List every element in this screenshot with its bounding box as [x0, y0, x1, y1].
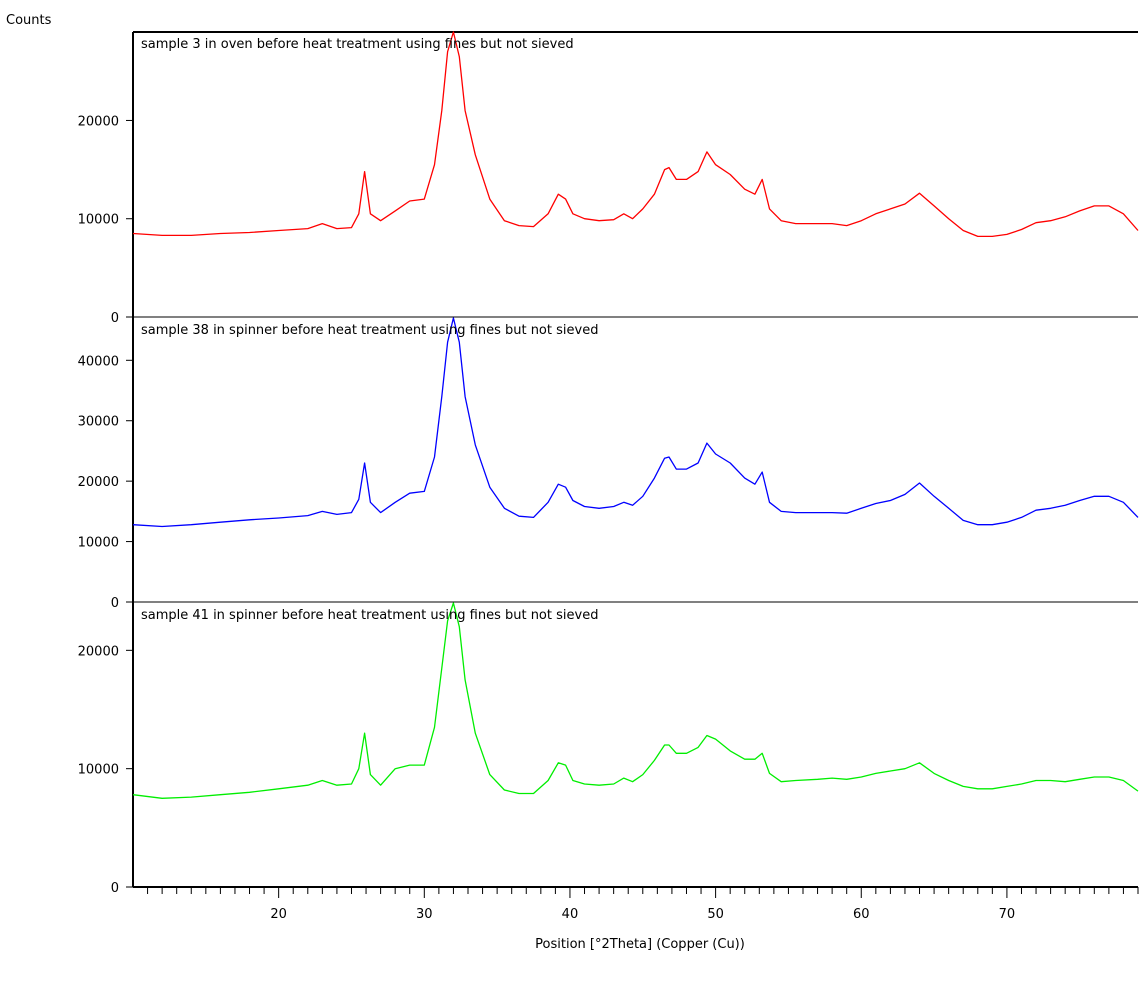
series-line-1 [132, 31, 1139, 238]
chart-axes: 20 30 40 50 60 70 [132, 31, 1139, 922]
y-tick-label: 10000 [78, 213, 119, 228]
panel-label-2: sample 38 in spinner before heat treatme… [141, 323, 598, 338]
panel-1: 0 10000 20000 sample 3 in oven before heat … [78, 31, 1139, 326]
series-line-3 [132, 602, 1139, 799]
panel-label-3: sample 41 in spinner before heat treatme… [141, 608, 598, 623]
x-tick-label: 30 [416, 907, 433, 922]
y-tick-label: 0 [111, 596, 119, 611]
x-tick-label: 70 [999, 907, 1016, 922]
panel-label-1: sample 3 in oven before heat treatment u… [141, 37, 574, 52]
y-tick-label: 10000 [78, 763, 119, 778]
y-axis-title: Counts [6, 13, 52, 28]
y-tick-label: 20000 [78, 475, 119, 490]
y-tick-label: 0 [111, 881, 119, 896]
panel-3: 0 10000 20000 sample 41 in spinner before h… [78, 601, 1139, 896]
x-axis-title: Position [°2Theta] (Copper (Cu)) [535, 937, 745, 952]
chart-panels: 0 10000 20000 sample 3 in oven before heat … [78, 31, 1139, 896]
y-tick-label: 20000 [78, 114, 119, 129]
y-tick-label: 20000 [78, 644, 119, 659]
x-tick-label: 50 [707, 907, 724, 922]
y-tick-label: 10000 [78, 536, 119, 551]
y-tick-label: 30000 [78, 415, 119, 430]
series-line-2 [132, 317, 1139, 528]
x-tick-label: 40 [562, 907, 579, 922]
panel-2: 0 10000 20000 30000 40000 sample 38 in spinne… [78, 316, 1139, 611]
y-tick-label: 0 [111, 311, 119, 326]
x-tick-label: 20 [270, 907, 287, 922]
x-tick-label: 60 [853, 907, 870, 922]
y-tick-label: 40000 [78, 354, 119, 369]
